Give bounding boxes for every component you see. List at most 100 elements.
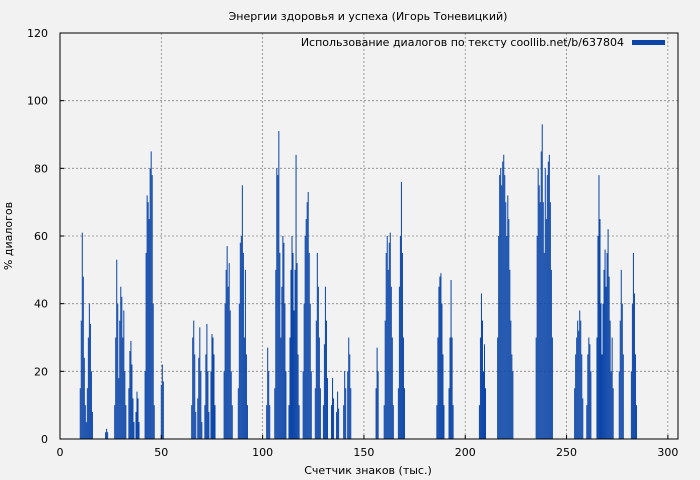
bar: [541, 124, 543, 439]
bar: [383, 405, 385, 439]
bar: [242, 252, 244, 439]
bar: [211, 334, 213, 439]
bar: [152, 303, 154, 439]
bar: [193, 320, 195, 439]
bar: [499, 175, 501, 439]
bar: [114, 405, 116, 439]
bar: [205, 354, 207, 439]
bar: [291, 236, 293, 439]
bar: [443, 405, 445, 439]
bar: [201, 422, 203, 439]
bar: [303, 303, 305, 439]
bar: [282, 236, 284, 439]
bar: [245, 354, 247, 439]
bars: [79, 124, 637, 440]
bar: [224, 303, 226, 439]
bar: [316, 252, 318, 439]
bar: [544, 168, 546, 440]
bar: [398, 286, 400, 439]
bar: [505, 202, 507, 439]
bar: [136, 391, 138, 439]
bar: [206, 323, 208, 439]
y-tick-label: 40: [34, 298, 48, 311]
bar: [449, 337, 451, 439]
bar: [608, 276, 610, 439]
legend-label: Использование диалогов по тексту coollib…: [301, 36, 624, 49]
bar: [285, 371, 287, 439]
bar: [135, 411, 137, 439]
legend-swatch: [632, 40, 665, 45]
bar: [498, 236, 500, 439]
bar: [347, 371, 349, 439]
bar: [267, 347, 269, 439]
bar: [200, 371, 202, 439]
bar: [275, 269, 277, 439]
bar: [195, 411, 197, 439]
bar: [162, 381, 164, 439]
bar: [105, 432, 107, 439]
x-axis-label: Счетчик знаков (тыс.): [304, 464, 432, 477]
bar: [207, 371, 209, 439]
bar: [547, 161, 549, 440]
bar: [322, 405, 324, 439]
bar: [204, 405, 206, 439]
bar: [314, 388, 316, 439]
bar: [536, 236, 538, 439]
bar: [503, 154, 505, 440]
bar: [212, 337, 214, 439]
bar: [596, 337, 598, 439]
bar: [269, 405, 271, 439]
x-tick-label: 150: [353, 446, 374, 459]
bar: [350, 388, 352, 439]
bar: [618, 371, 620, 439]
bar: [609, 320, 611, 439]
bar: [290, 269, 292, 439]
bar: [611, 337, 613, 439]
bar: [389, 232, 391, 439]
bar: [599, 219, 601, 439]
bar: [268, 371, 270, 439]
bar: [337, 391, 339, 439]
bar: [437, 337, 439, 439]
bar: [587, 354, 589, 439]
bar: [243, 337, 245, 439]
bar: [630, 371, 632, 439]
bar: [246, 405, 248, 439]
bar: [149, 168, 151, 440]
bar: [210, 371, 212, 439]
bar: [238, 303, 240, 439]
bar: [509, 269, 511, 439]
bar: [512, 371, 514, 439]
y-tick-label: 80: [34, 162, 48, 175]
bar: [325, 320, 327, 439]
bar: [574, 388, 576, 439]
bar: [122, 337, 124, 439]
bar: [436, 405, 438, 439]
bar: [387, 269, 389, 439]
bar: [586, 405, 588, 439]
bar: [504, 175, 506, 439]
plot-frame: [59, 32, 679, 440]
bar: [402, 337, 404, 439]
bar: [441, 303, 443, 439]
bar: [604, 249, 606, 439]
bar: [580, 320, 582, 439]
bar: [607, 229, 609, 439]
bar: [600, 303, 602, 439]
bar: [284, 303, 286, 439]
bar: [348, 337, 350, 439]
bar: [377, 371, 379, 439]
bar: [336, 411, 338, 439]
bar: [244, 269, 246, 439]
bar: [85, 422, 87, 439]
bar: [239, 242, 241, 439]
bar: [296, 263, 298, 439]
bar: [343, 405, 345, 439]
bar: [223, 371, 225, 439]
bar: [549, 202, 551, 439]
bar: [148, 219, 150, 439]
bar: [318, 337, 320, 439]
bar: [438, 286, 440, 439]
bar: [482, 371, 484, 439]
bar: [125, 405, 127, 439]
